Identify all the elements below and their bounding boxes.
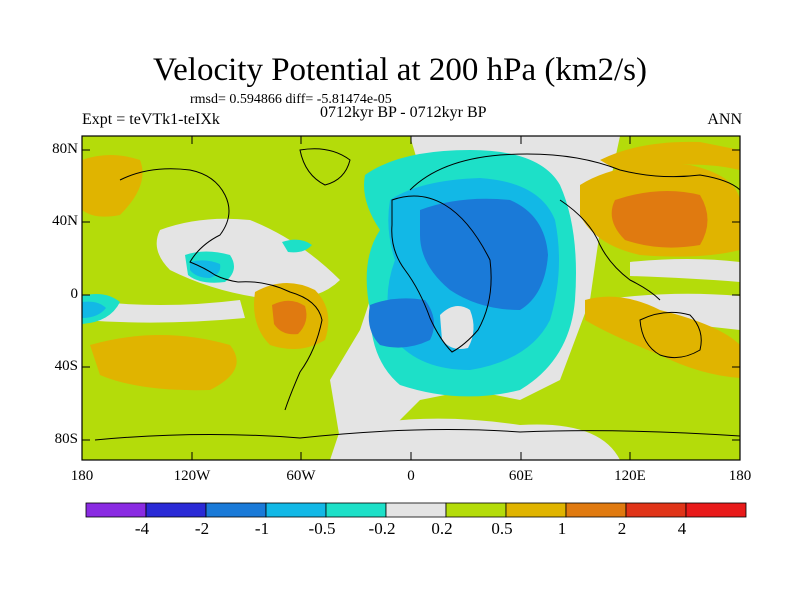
x-tick-label: 60W xyxy=(286,468,316,484)
neutral-hole-indian-ocean xyxy=(440,306,474,349)
colorbar-swatch xyxy=(625,502,687,518)
y-tick-label: 80S xyxy=(54,431,78,447)
colorbar-swatch xyxy=(325,502,387,518)
cyan-region-east-pacific xyxy=(82,301,106,318)
teal-region-gulf xyxy=(282,239,312,253)
colorbar-swatch xyxy=(565,502,627,518)
coastline-africa xyxy=(391,195,492,353)
colorbar-swatch xyxy=(85,502,147,518)
colorbar-label: 0.5 xyxy=(491,519,513,538)
stats-line: rmsd= 0.594866 diff= -5.81474e-05 xyxy=(190,92,392,107)
y-tick-label: 40S xyxy=(54,358,78,374)
colorbar-swatch xyxy=(145,502,207,518)
season-label: ANN xyxy=(707,111,742,128)
coastline-greenland xyxy=(299,148,351,186)
orange-region-amazon xyxy=(272,300,307,335)
coastline-south-america xyxy=(237,281,323,411)
colorbar-swatch xyxy=(505,502,567,518)
colorbar-label: -2 xyxy=(194,519,210,538)
colorbar-label: 4 xyxy=(677,519,687,538)
colorbar-swatch xyxy=(265,502,327,518)
blue-region-south-atlantic xyxy=(368,298,434,348)
coastline-north-america xyxy=(119,168,239,283)
orange-region-west-pacific xyxy=(611,191,708,248)
coastline-australia xyxy=(639,311,702,359)
yellow-region-north-pacific xyxy=(82,155,143,217)
yellow-region-south-west-pacific xyxy=(585,296,740,378)
coastline-asia-east xyxy=(559,199,661,301)
x-tick-label: 0 xyxy=(407,468,415,484)
y-tick-label: 80N xyxy=(52,141,78,157)
map-title: Velocity Potential at 200 hPa (km2/s) xyxy=(152,52,648,88)
y-tick-label: 0 xyxy=(70,286,79,302)
colorbar-swatch xyxy=(445,502,507,518)
x-tick-label: 120E xyxy=(614,468,646,484)
coastline-antarctica xyxy=(94,429,740,441)
x-tick-label: 120W xyxy=(173,468,211,484)
experiment-label: Expt = teVTk1-teIXk xyxy=(82,111,220,128)
neutral-region-pacific-band xyxy=(630,259,740,282)
colorbar-label: -1 xyxy=(254,519,270,538)
colorbar xyxy=(85,502,747,518)
blue-region-middle-east xyxy=(420,198,548,310)
x-tick-label: 60E xyxy=(508,468,534,484)
colorbar-swatch xyxy=(205,502,267,518)
period-label: 0712kyr BP - 0712kyr BP xyxy=(320,104,487,121)
colorbar-label: -0.5 xyxy=(308,519,336,538)
colorbar-label: 2 xyxy=(617,519,627,538)
colorbar-swatch xyxy=(685,502,747,518)
coastlines xyxy=(94,148,740,441)
x-tick-label: 180 xyxy=(70,468,94,484)
colorbar-label: 1 xyxy=(557,519,567,538)
neutral-region-antarctic xyxy=(330,418,620,460)
neutral-region-pacific-stripe xyxy=(82,300,245,323)
yellow-region-north-edge xyxy=(600,141,740,172)
axis-ticks xyxy=(81,136,741,460)
colorbar-label: 0.2 xyxy=(431,519,453,538)
yellow-region-south-pacific xyxy=(90,335,237,391)
contour-field xyxy=(82,136,740,460)
colorbar-swatch xyxy=(385,502,447,518)
y-tick-label: 40N xyxy=(52,213,78,229)
colorbar-label: -0.2 xyxy=(368,519,396,538)
colorbar-label: -4 xyxy=(134,519,150,538)
coastline-eurasia xyxy=(409,153,740,191)
x-tick-label: 180 xyxy=(728,468,752,484)
